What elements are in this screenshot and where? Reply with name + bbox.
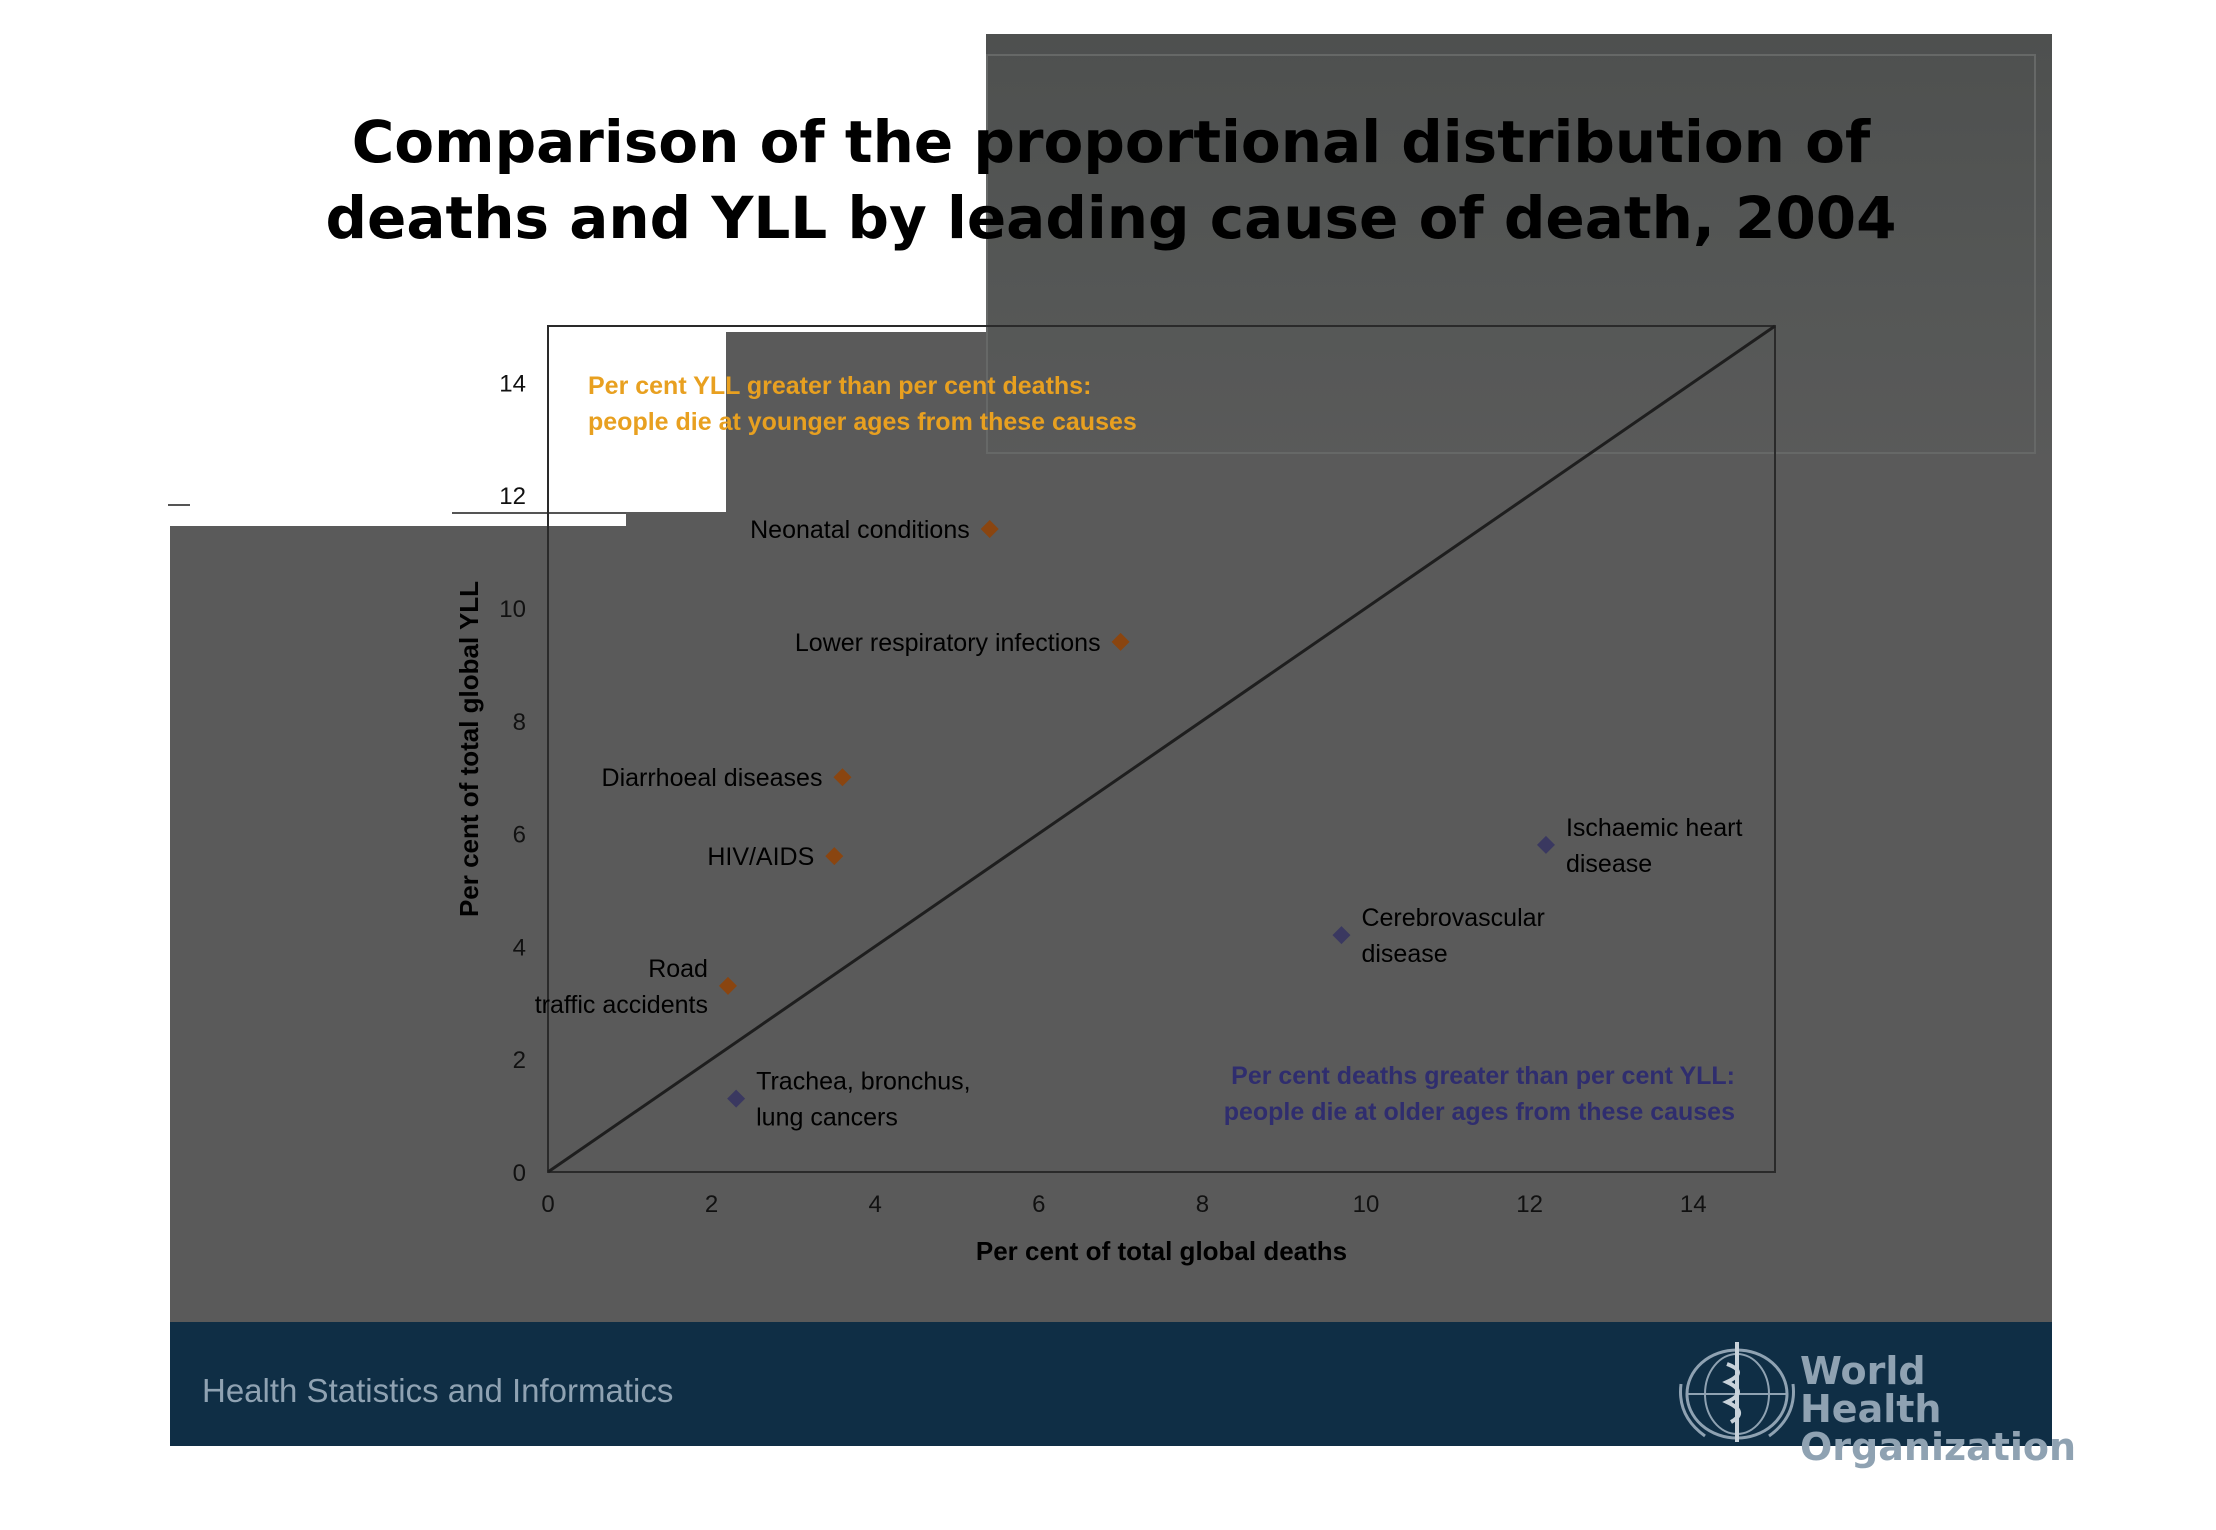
data-point-label: HIV/AIDS bbox=[707, 843, 814, 871]
annotation-above: Per cent YLL greater than per cent death… bbox=[588, 372, 1091, 400]
title-line-1: Comparison of the proportional distribut… bbox=[351, 108, 1871, 176]
x-tick-label: 4 bbox=[869, 1191, 882, 1218]
data-point-label: Cerebrovascular bbox=[1361, 904, 1544, 932]
data-point-label: Lower respiratory infections bbox=[795, 629, 1101, 657]
data-point bbox=[1111, 632, 1130, 651]
x-tick-label: 12 bbox=[1516, 1191, 1543, 1218]
data-point bbox=[718, 976, 737, 995]
page-title: Comparison of the proportional distribut… bbox=[170, 104, 2052, 256]
x-tick-label: 6 bbox=[1032, 1191, 1045, 1218]
footer-department: Health Statistics and Informatics bbox=[202, 1372, 674, 1409]
divider bbox=[452, 512, 626, 514]
org-name-line-2: Organization bbox=[1800, 1425, 2077, 1469]
data-point-label: Diarrhoeal diseases bbox=[602, 764, 823, 792]
y-tick-label: 6 bbox=[513, 822, 526, 849]
footer-bar: Health Statistics and Informatics World … bbox=[170, 1322, 2076, 1466]
data-point-label: disease bbox=[1361, 940, 1447, 968]
x-tick-label: 2 bbox=[705, 1191, 718, 1218]
data-point bbox=[980, 520, 999, 539]
annotation-below: people die at older ages from these caus… bbox=[1224, 1098, 1735, 1126]
data-point bbox=[1332, 926, 1351, 945]
y-tick-label: 10 bbox=[499, 596, 526, 623]
org-name-line-1: World Health bbox=[1800, 1349, 1942, 1431]
y-tick-label: 14 bbox=[499, 370, 526, 397]
data-point-label: Road bbox=[648, 955, 708, 983]
data-point bbox=[727, 1089, 746, 1108]
x-tick-label: 8 bbox=[1196, 1191, 1209, 1218]
annotation-below: Per cent deaths greater than per cent YL… bbox=[1231, 1062, 1735, 1090]
x-tick-label: 14 bbox=[1680, 1191, 1707, 1218]
data-point-label: Trachea, bronchus, bbox=[756, 1068, 970, 1096]
y-tick-label: 0 bbox=[513, 1160, 526, 1187]
slide-header-frame bbox=[986, 54, 2036, 454]
y-tick-label: 2 bbox=[513, 1047, 526, 1074]
data-point bbox=[1536, 835, 1555, 854]
who-emblem-icon bbox=[1679, 1342, 1795, 1442]
data-point bbox=[825, 847, 844, 866]
org-name: World Health Organization bbox=[1800, 1352, 2076, 1466]
y-tick-label: 12 bbox=[499, 483, 526, 510]
data-point bbox=[833, 768, 852, 787]
diagonal-line bbox=[547, 324, 1776, 1174]
y-tick-label: 8 bbox=[513, 709, 526, 736]
x-axis-label: Per cent of total global deaths bbox=[976, 1236, 1347, 1266]
data-point-label: Ischaemic heart bbox=[1566, 814, 1743, 842]
page-margin bbox=[0, 0, 170, 1530]
data-point-label: traffic accidents bbox=[535, 991, 708, 1019]
data-point-label: Neonatal conditions bbox=[750, 516, 970, 544]
data-point-label: disease bbox=[1566, 850, 1652, 878]
slide-header-panel bbox=[986, 34, 2052, 474]
plot-frame bbox=[547, 325, 1776, 1173]
y-axis-label: Per cent of total global YLL bbox=[454, 581, 484, 917]
data-point-label: lung cancers bbox=[756, 1104, 898, 1132]
x-tick-label: 10 bbox=[1353, 1191, 1380, 1218]
x-tick-label: 0 bbox=[541, 1191, 554, 1218]
title-line-2: deaths and YLL by leading cause of death… bbox=[325, 184, 1897, 252]
y-tick-label: 4 bbox=[513, 934, 526, 961]
annotation-above: people die at younger ages from these ca… bbox=[588, 408, 1137, 436]
divider bbox=[168, 504, 190, 506]
